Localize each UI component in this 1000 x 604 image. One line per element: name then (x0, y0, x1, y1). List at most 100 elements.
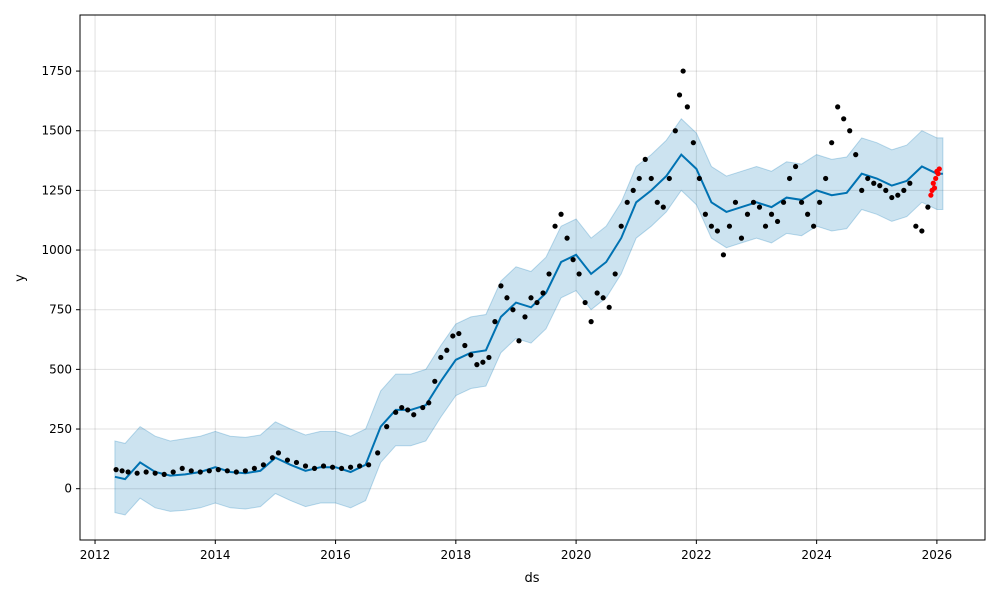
observed-point (113, 467, 119, 473)
x-tick-label: 2020 (561, 548, 592, 562)
observed-point (393, 409, 399, 415)
observed-point (438, 354, 444, 361)
y-tick-label: 1000 (41, 243, 72, 257)
observed-point (119, 468, 125, 474)
y-tick-label: 1500 (41, 124, 72, 138)
observed-point (269, 455, 276, 461)
forecast-line-layer (114, 153, 943, 481)
observed-point (188, 468, 194, 474)
observed-point (293, 459, 300, 466)
observed-point (901, 187, 907, 193)
observed-point (576, 271, 582, 277)
plot-frame (79, 14, 986, 541)
y-tick-label: 1250 (41, 183, 72, 197)
observed-point (426, 400, 432, 406)
observed-point (630, 187, 636, 193)
observed-point (798, 199, 805, 205)
y-tick-label: 250 (49, 422, 72, 436)
observed-point (206, 468, 212, 474)
observed-point (260, 462, 267, 468)
y-tick-label: 0 (64, 482, 72, 496)
observed-point (540, 290, 546, 296)
observed-point (311, 465, 318, 472)
observed-point (859, 187, 865, 193)
y-tick-label: 1750 (41, 64, 72, 78)
observed-point (726, 223, 733, 229)
observed-point (474, 362, 480, 368)
observed-point (871, 180, 877, 186)
x-ticks: 2012 2014 2016 2018 2020 2022 2024 2026 (80, 540, 952, 562)
observed-point (618, 223, 624, 229)
observed-point (552, 223, 558, 229)
observed-point (786, 175, 793, 182)
observed-point (624, 199, 630, 205)
observed-point (792, 163, 799, 170)
observed-point (522, 314, 528, 320)
observed-point (498, 283, 504, 289)
y-tick-label: 750 (49, 303, 72, 317)
observed-point (877, 183, 883, 189)
y-tick-label: 500 (49, 362, 72, 376)
observed-point (161, 471, 167, 477)
observed-point (275, 450, 282, 456)
grid (80, 15, 985, 540)
observed-point (829, 140, 835, 146)
observed-point (666, 175, 672, 182)
observed-point (480, 359, 486, 365)
x-axis-label: ds (524, 571, 539, 586)
observed-point (486, 354, 492, 361)
observed-point (606, 304, 612, 310)
observed-point (233, 469, 239, 475)
observed-point (588, 319, 594, 325)
observed-point (242, 468, 248, 474)
observed-point (714, 228, 721, 234)
observed-point (302, 463, 309, 469)
observed-point (375, 450, 381, 456)
recent-point (930, 180, 936, 186)
observed-point (762, 223, 769, 229)
uncertainty-band (114, 118, 944, 516)
observed-point (648, 175, 654, 182)
observed-point (564, 235, 570, 241)
observed-point (338, 465, 345, 472)
observed-point (865, 175, 871, 182)
observed-point (179, 465, 185, 472)
observed-point (450, 333, 456, 339)
x-tick-label: 2018 (441, 548, 472, 562)
observed-point (680, 68, 686, 74)
observed-point (708, 223, 714, 229)
observed-point (720, 252, 727, 258)
observed-point (444, 347, 450, 353)
x-tick-label: 2026 (922, 548, 953, 562)
observed-point (582, 299, 588, 306)
observed-point (702, 211, 708, 217)
observed-point (546, 271, 552, 277)
observed-point (744, 211, 751, 217)
observed-point (215, 467, 221, 473)
observed-point (889, 194, 895, 201)
observed-point (612, 271, 618, 277)
observed-point (468, 352, 474, 358)
observed-point (456, 330, 462, 337)
observed-point (732, 199, 739, 205)
observed-point (357, 463, 363, 469)
y-ticks: 0 250 500 750 1000 1250 1500 1750 (41, 64, 80, 496)
observed-point (883, 187, 889, 193)
observed-point (152, 470, 158, 476)
observed-point (528, 295, 534, 301)
observed-point (432, 378, 438, 384)
observed-point (600, 295, 606, 301)
recent-points-layer (928, 166, 942, 198)
recent-point (936, 166, 942, 172)
observed-point (347, 464, 354, 470)
observed-point (224, 468, 230, 474)
recent-point (931, 185, 938, 191)
observed-point (750, 199, 757, 205)
observed-point (197, 469, 203, 475)
uncertainty-interval (114, 118, 944, 516)
observed-point (366, 462, 372, 468)
observed-point (558, 211, 564, 217)
observed-point (835, 104, 841, 110)
